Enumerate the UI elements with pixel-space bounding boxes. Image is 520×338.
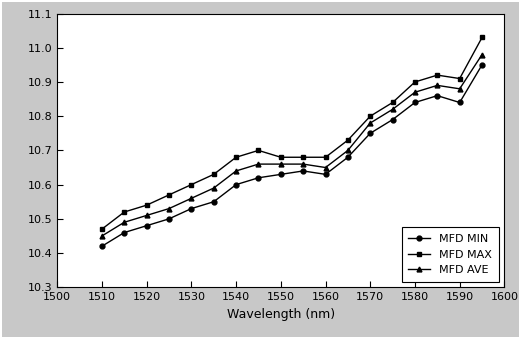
MFD MAX <box>389 100 396 104</box>
MFD MIN <box>233 183 239 187</box>
MFD MIN <box>322 172 329 176</box>
MFD MIN <box>99 244 105 248</box>
MFD AVE <box>188 196 194 200</box>
MFD AVE <box>322 166 329 170</box>
MFD MIN <box>457 100 463 104</box>
MFD MAX <box>412 80 418 84</box>
MFD MIN <box>389 118 396 122</box>
MFD MIN <box>412 100 418 104</box>
MFD MIN <box>479 63 485 67</box>
MFD MAX <box>434 73 440 77</box>
Line: MFD AVE: MFD AVE <box>99 52 485 238</box>
MFD MAX <box>300 155 306 159</box>
MFD MAX <box>99 227 105 231</box>
MFD AVE <box>278 162 284 166</box>
MFD MAX <box>121 210 127 214</box>
MFD MAX <box>479 35 485 40</box>
MFD AVE <box>457 87 463 91</box>
MFD MIN <box>188 207 194 211</box>
MFD MAX <box>278 155 284 159</box>
MFD MAX <box>255 148 262 152</box>
MFD AVE <box>300 162 306 166</box>
MFD MIN <box>255 176 262 180</box>
MFD MAX <box>367 114 373 118</box>
MFD AVE <box>166 207 172 211</box>
MFD AVE <box>121 220 127 224</box>
MFD AVE <box>233 169 239 173</box>
MFD MIN <box>121 231 127 235</box>
MFD MIN <box>211 200 217 204</box>
Legend: MFD MIN, MFD MAX, MFD AVE: MFD MIN, MFD MAX, MFD AVE <box>401 227 499 282</box>
MFD AVE <box>479 52 485 56</box>
MFD MIN <box>144 224 150 228</box>
MFD MIN <box>278 172 284 176</box>
X-axis label: Wavelength (nm): Wavelength (nm) <box>227 308 335 321</box>
MFD MIN <box>434 94 440 98</box>
MFD AVE <box>99 234 105 238</box>
MFD MIN <box>166 217 172 221</box>
MFD MAX <box>144 203 150 207</box>
Line: MFD MIN: MFD MIN <box>99 63 485 249</box>
MFD AVE <box>367 121 373 125</box>
MFD MIN <box>367 131 373 135</box>
MFD AVE <box>144 213 150 217</box>
MFD MAX <box>233 155 239 159</box>
MFD AVE <box>389 107 396 111</box>
MFD AVE <box>211 186 217 190</box>
MFD MAX <box>457 76 463 80</box>
MFD AVE <box>345 148 351 152</box>
MFD MAX <box>322 155 329 159</box>
MFD MAX <box>345 138 351 142</box>
MFD AVE <box>412 90 418 94</box>
MFD MAX <box>166 193 172 197</box>
MFD MIN <box>345 155 351 159</box>
MFD MAX <box>188 183 194 187</box>
MFD MAX <box>211 172 217 176</box>
MFD MIN <box>300 169 306 173</box>
MFD AVE <box>434 83 440 88</box>
Line: MFD MAX: MFD MAX <box>99 35 485 232</box>
MFD AVE <box>255 162 262 166</box>
